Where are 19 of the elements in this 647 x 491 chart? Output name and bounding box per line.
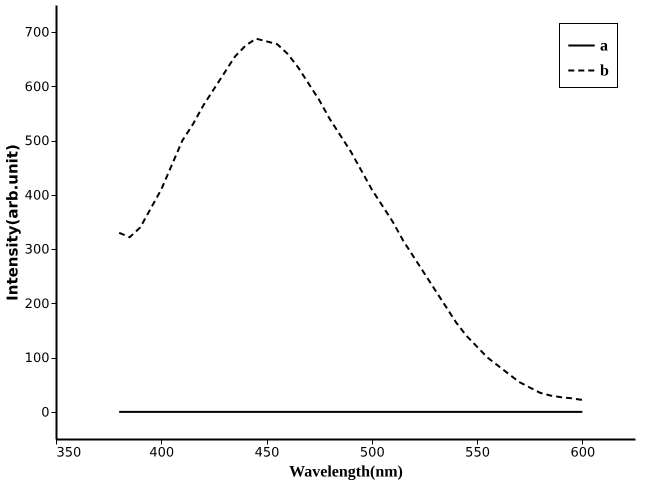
x-tick-label: 450 [254,446,280,460]
line-series [118,38,584,401]
y-tick-label: 600 [24,80,50,95]
y-tick-label: 200 [24,296,50,312]
y-axis-title: Intensity(arb.unit) [4,144,22,301]
x-tick-label: 550 [465,446,490,460]
x-tick-label: 400 [149,446,174,460]
legend-label: a [600,38,608,54]
y-tick-label: 100 [24,351,50,366]
x-tick-label: 600 [570,446,596,460]
y-tick-label: 700 [24,26,50,41]
y-tick-label: 0 [41,405,50,420]
y-tick-label: 300 [24,242,50,258]
x-tick-label: 350 [56,446,82,460]
y-tick-label: 500 [24,134,50,150]
x-tick-label: 500 [360,446,385,460]
x-axis-title: Wavelength(nm) [289,464,403,480]
legend-label: b [600,62,609,80]
y-tick-label: 400 [24,188,50,204]
